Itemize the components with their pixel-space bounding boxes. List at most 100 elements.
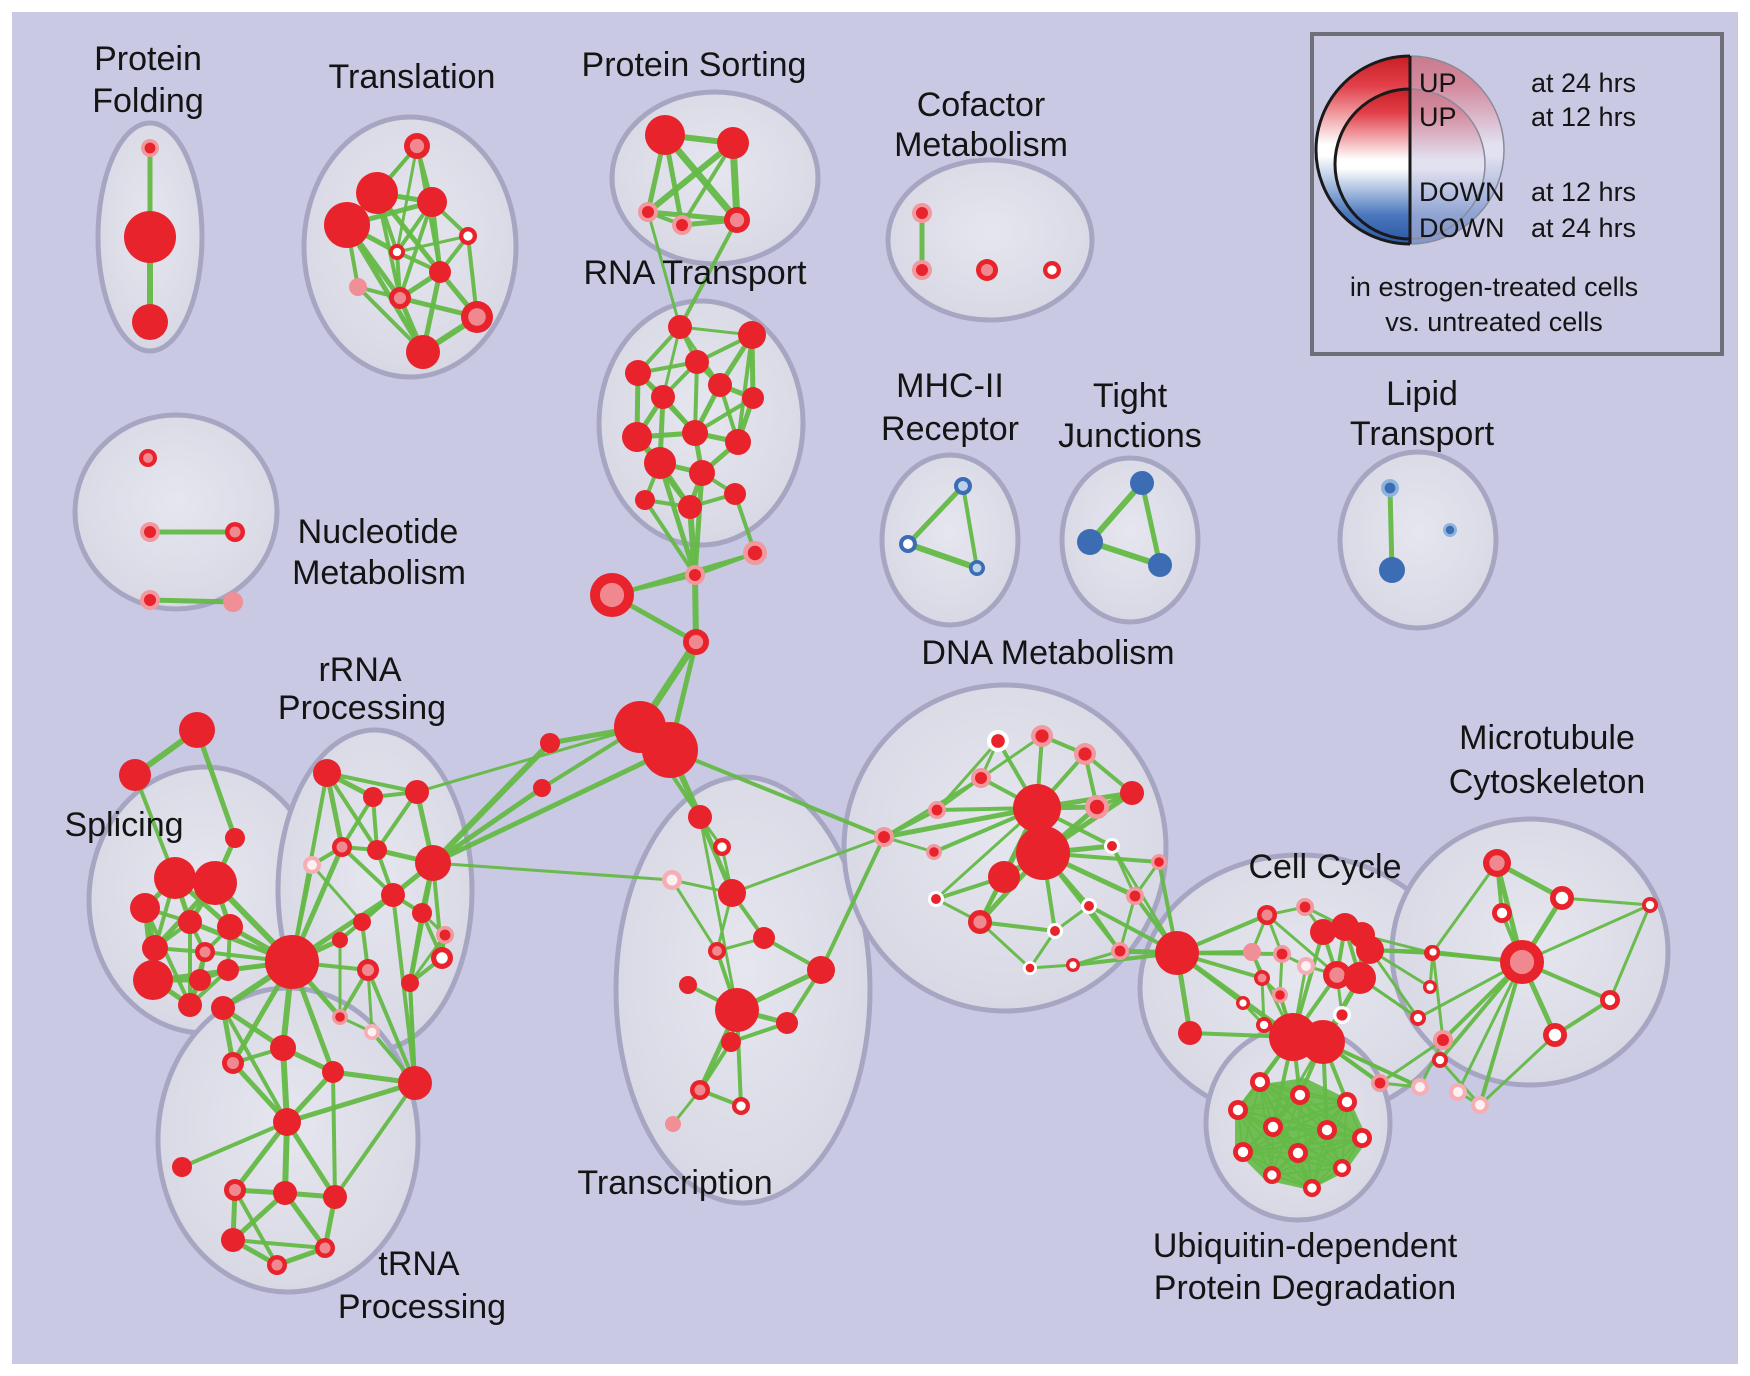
- interaction-edge: [1378, 1038, 1445, 1085]
- gene-node: [874, 827, 894, 847]
- cluster-ellipse-tight-junctions: [1059, 455, 1201, 625]
- gene-node: [1130, 471, 1154, 495]
- interaction-edge: [1265, 913, 1339, 977]
- interaction-edge: [325, 771, 379, 852]
- gene-node: [1178, 1021, 1202, 1045]
- cluster-label-trna-processing: tRNA: [378, 1245, 460, 1283]
- gene-node: [389, 244, 405, 260]
- gene-node: [912, 260, 932, 280]
- gene-node: [193, 861, 237, 905]
- gene-node: [1411, 1078, 1429, 1096]
- gene-node: [644, 447, 676, 479]
- gene-node: [678, 495, 702, 519]
- legend-circle-outline: [1333, 87, 1411, 241]
- gene-node: [315, 1238, 335, 1258]
- gene-node: [406, 335, 440, 369]
- gene-node: [211, 996, 235, 1020]
- interaction-edge: [430, 740, 553, 866]
- gene-node: [1337, 1092, 1357, 1112]
- interaction-edge: [819, 835, 886, 972]
- interaction-edge: [232, 1119, 290, 1193]
- gene-node: [1013, 784, 1061, 832]
- interaction-edge: [645, 209, 740, 223]
- interaction-edge: [1456, 960, 1524, 1094]
- gene-node: [381, 883, 405, 907]
- interaction-edge: [194, 727, 238, 841]
- gene-node: [324, 202, 370, 248]
- gene-node: [954, 477, 972, 495]
- cluster-label-cell-cycle: Cell Cycle: [1248, 848, 1401, 886]
- gene-node: [685, 350, 709, 374]
- gene-node: [1273, 945, 1291, 963]
- interaction-edge: [680, 141, 735, 227]
- legend-direction-label: UP: [1419, 102, 1457, 132]
- gene-node: [1301, 1020, 1345, 1064]
- gene-node: [172, 1157, 192, 1177]
- gene-node: [928, 801, 946, 819]
- gene-node: [1426, 945, 1440, 959]
- gene-node: [1290, 1085, 1310, 1105]
- gene-node: [1016, 826, 1070, 880]
- gene-node: [217, 959, 239, 981]
- gene-node: [1126, 887, 1144, 905]
- gene-node: [926, 844, 942, 860]
- gene-node: [398, 1066, 432, 1100]
- gene-node: [708, 942, 726, 960]
- gene-node: [1031, 725, 1053, 747]
- gene-node: [713, 838, 731, 856]
- gene-node: [415, 845, 451, 881]
- cluster-label-microtubule-cytoskeleton: Cytoskeleton: [1449, 763, 1646, 801]
- cluster-label-dna-metabolism: DNA Metabolism: [921, 634, 1174, 672]
- interaction-edge: [645, 140, 736, 215]
- interaction-edge: [661, 325, 682, 399]
- interaction-edge: [1242, 1129, 1328, 1153]
- gene-node: [119, 759, 151, 791]
- interaction-edge: [736, 333, 754, 444]
- gene-node: [987, 730, 1009, 752]
- gene-node: [363, 787, 383, 807]
- gene-node: [332, 1009, 348, 1025]
- gene-node: [357, 959, 379, 981]
- gene-node: [412, 903, 432, 923]
- gene-node: [303, 856, 321, 874]
- cluster-label-cofactor-metabolism: Metabolism: [894, 126, 1068, 164]
- interaction-edge: [643, 498, 697, 577]
- legend-footer-line: in estrogen-treated cells: [1350, 272, 1638, 302]
- gene-node: [718, 879, 746, 907]
- cluster-ellipse-cofactor-metabolism: [885, 157, 1095, 323]
- legend-time-label: at 12 hrs: [1531, 102, 1636, 132]
- interaction-edge: [1478, 960, 1524, 1107]
- gene-node: [323, 1185, 347, 1209]
- cluster-label-trna-processing: Processing: [338, 1288, 506, 1326]
- gene-node: [179, 712, 215, 748]
- interaction-edge: [147, 597, 236, 605]
- gene-node: [1379, 557, 1405, 583]
- gene-node: [405, 780, 429, 804]
- gene-node: [1243, 943, 1261, 961]
- gene-node: [222, 1052, 244, 1074]
- gene-node: [1155, 931, 1199, 975]
- gene-node: [738, 321, 766, 349]
- legend-direction-label: UP: [1419, 68, 1457, 98]
- legend-time-label: at 24 hrs: [1531, 68, 1636, 98]
- gene-node: [1263, 1166, 1281, 1184]
- cluster-label-rrna-processing: Processing: [278, 689, 446, 727]
- gene-node: [1433, 1030, 1453, 1050]
- interaction-edge: [1271, 1101, 1348, 1176]
- gene-node: [404, 133, 430, 159]
- gene-node: [1074, 743, 1096, 765]
- gene-node: [436, 926, 454, 944]
- gene-node: [1543, 1023, 1567, 1047]
- gene-node: [1449, 1083, 1467, 1101]
- interaction-edge: [180, 1120, 289, 1169]
- gene-node: [1297, 957, 1315, 975]
- gene-node: [1303, 1179, 1321, 1197]
- gene-node: [724, 207, 750, 233]
- gene-node: [1228, 1100, 1248, 1120]
- gene-node: [364, 1024, 380, 1040]
- interaction-edge: [1387, 485, 1395, 573]
- gene-node: [267, 1255, 287, 1275]
- gene-node: [1500, 940, 1544, 984]
- gene-node: [429, 261, 451, 283]
- gene-node: [708, 373, 732, 397]
